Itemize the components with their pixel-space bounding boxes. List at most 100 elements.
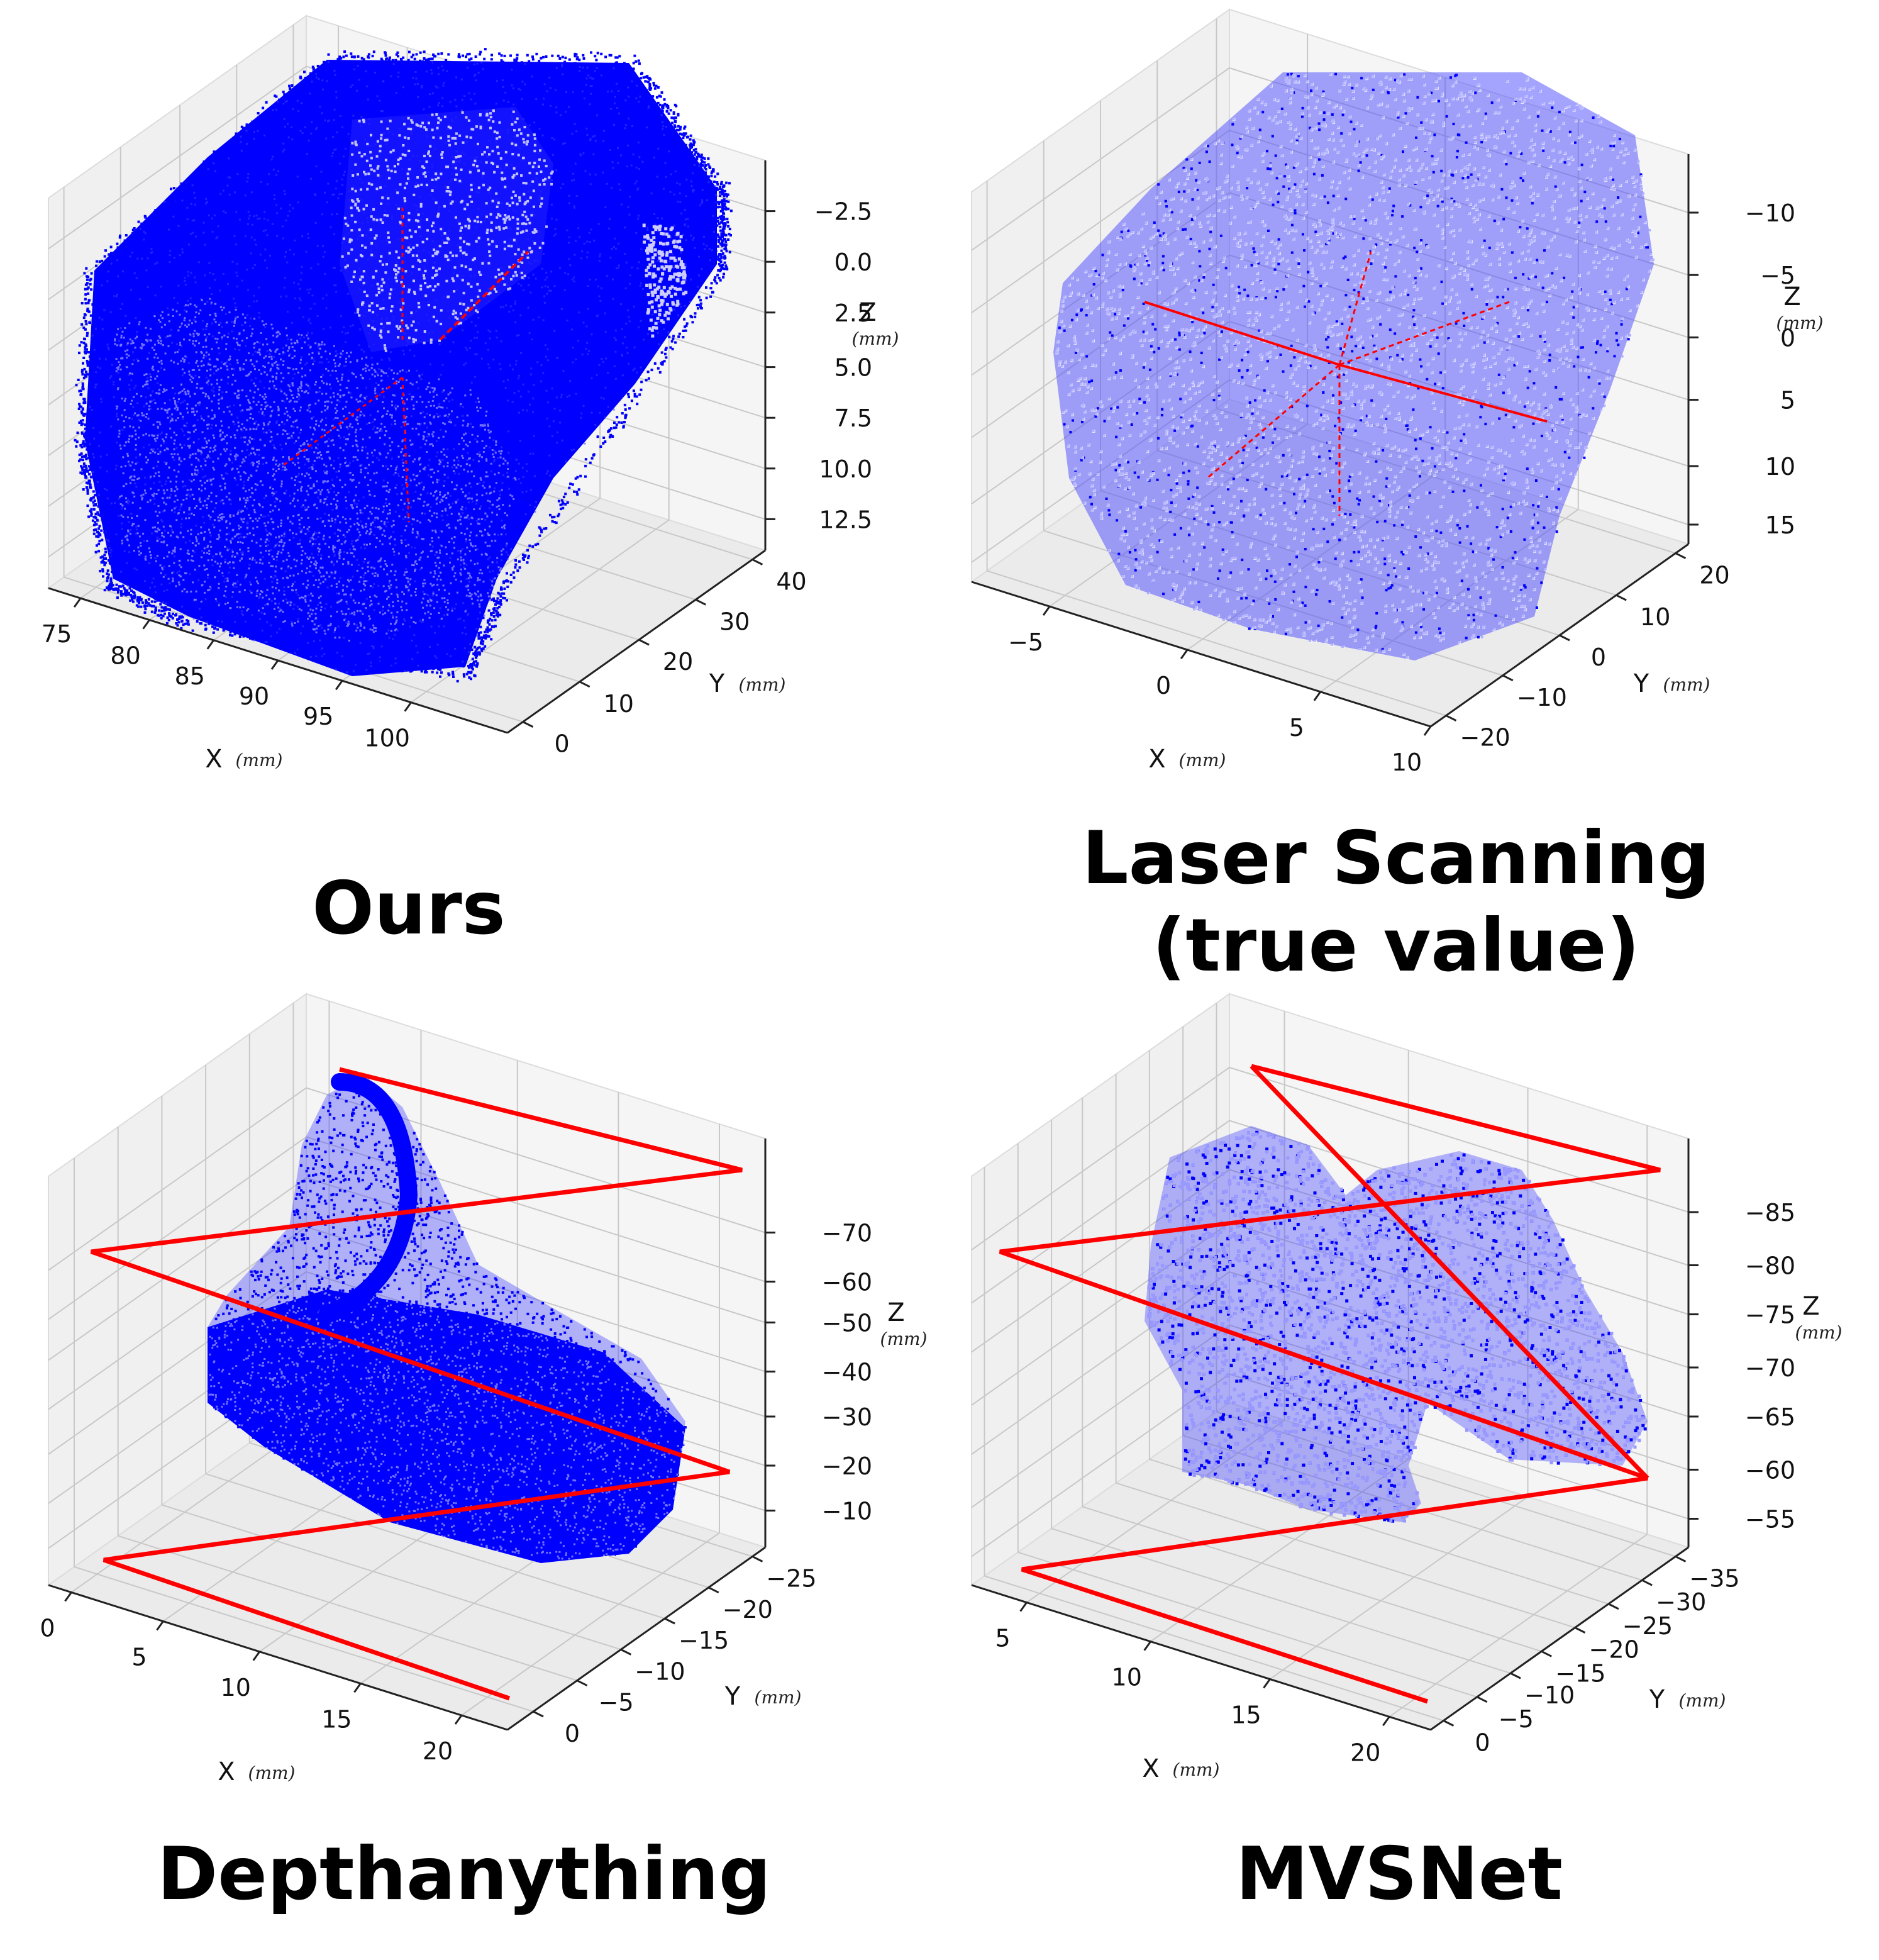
z-tick-label: −55 bbox=[1745, 1506, 1795, 1534]
y-tick-mark bbox=[533, 1710, 544, 1718]
frame-laser-z bbox=[1338, 251, 1372, 365]
z-tick-label: −30 bbox=[822, 1403, 872, 1431]
y-tick-mark bbox=[708, 1586, 719, 1594]
caption-ours: Ours bbox=[312, 866, 506, 951]
y-tick-label: −30 bbox=[1656, 1588, 1706, 1616]
x-tick-mark bbox=[1143, 1640, 1151, 1651]
y-axis-label-1-unit: (mm) bbox=[1663, 674, 1710, 695]
grid-z-back bbox=[1229, 1271, 1689, 1417]
x-tick-label: 10 bbox=[1112, 1664, 1142, 1691]
x-tick-mark bbox=[404, 701, 412, 712]
grid-z-back bbox=[1229, 1222, 1689, 1368]
y-axis-label-2-unit: (mm) bbox=[755, 1687, 802, 1708]
grid-z-wall bbox=[971, 67, 1230, 251]
x-tick-mark bbox=[206, 639, 215, 650]
z-tick-label: 5 bbox=[1780, 387, 1795, 415]
x-tick-mark bbox=[353, 1683, 362, 1693]
x-axis-line-3 bbox=[971, 1584, 1431, 1731]
z-tick-label: 2.5 bbox=[834, 299, 872, 327]
caption-laser-line-2: (true value) bbox=[1152, 903, 1640, 989]
grid-y-floor bbox=[118, 1535, 578, 1681]
grid-x-floor bbox=[1388, 1534, 1648, 1718]
y-tick-label: −35 bbox=[1689, 1565, 1739, 1593]
cloud-depth-loop bbox=[318, 1073, 418, 1323]
x-tick-label: 5 bbox=[995, 1625, 1011, 1652]
grid-y-floor bbox=[1116, 1482, 1575, 1629]
y-tick-label: −5 bbox=[1499, 1705, 1534, 1733]
frame-mvs-zigzag bbox=[999, 1064, 1661, 1704]
cloud-ours-cavity bbox=[340, 107, 553, 352]
x-tick-mark bbox=[1019, 1601, 1028, 1612]
y-tick-mark bbox=[1510, 1672, 1521, 1679]
y-tick-label: 10 bbox=[1640, 603, 1670, 631]
grid-z-wall bbox=[48, 1136, 307, 1320]
y-tick-label: −25 bbox=[766, 1565, 816, 1593]
y-tick-mark bbox=[638, 638, 650, 646]
x-axis-label-2-unit: (mm) bbox=[248, 1762, 296, 1783]
y-tick-label: −10 bbox=[1517, 684, 1567, 711]
z-axis-unit-0: (mm) bbox=[852, 328, 899, 349]
x-tick-mark bbox=[142, 619, 150, 630]
grid-z-back bbox=[306, 1177, 766, 1323]
y-tick-mark bbox=[1574, 1627, 1586, 1634]
grid-z-wall bbox=[48, 1177, 307, 1361]
y-tick-mark bbox=[620, 1649, 632, 1656]
y-tick-label: −15 bbox=[1555, 1659, 1605, 1687]
frame-ours-y bbox=[401, 377, 410, 523]
z-tick-label: −2.5 bbox=[814, 198, 872, 226]
x-tick-mark bbox=[270, 660, 279, 670]
grid-z-back bbox=[306, 1136, 766, 1283]
y-tick-mark bbox=[577, 1679, 588, 1687]
y-tick-mark bbox=[1445, 715, 1457, 721]
z-tick-label: 0 bbox=[1780, 324, 1795, 352]
x-tick-label: 20 bbox=[1350, 1739, 1380, 1766]
grid-y-floor bbox=[1149, 1458, 1609, 1605]
grid-y-floor bbox=[1082, 1506, 1542, 1652]
y-tick-label: −20 bbox=[1460, 724, 1510, 752]
grid-z-back bbox=[1229, 1067, 1689, 1213]
y-tick-label: −5 bbox=[599, 1689, 634, 1717]
y-tick-label: −20 bbox=[723, 1596, 773, 1623]
x-tick-label: 20 bbox=[423, 1737, 453, 1765]
y-axis-label-0-unit: (mm) bbox=[739, 674, 786, 695]
x-axis-label-0: X bbox=[205, 745, 222, 774]
y-tick-mark bbox=[1616, 594, 1627, 601]
x-tick-mark bbox=[1313, 691, 1322, 701]
y-tick-mark bbox=[1541, 1650, 1552, 1657]
y-tick-mark bbox=[1559, 634, 1570, 642]
x-tick-label: 10 bbox=[221, 1674, 251, 1701]
z-tick-label: 10 bbox=[1765, 453, 1795, 481]
y-tick-label: 20 bbox=[663, 648, 693, 676]
grid-x-floor bbox=[411, 519, 670, 703]
z-tick-label: 0.0 bbox=[834, 248, 872, 276]
x-tick-label: 75 bbox=[42, 620, 72, 648]
grid-x-floor bbox=[461, 1532, 720, 1716]
y-tick-mark bbox=[1443, 1720, 1455, 1727]
frame-ours-diag bbox=[439, 250, 529, 341]
z-axis-label-2: Z bbox=[887, 1298, 904, 1327]
y-axis-label-0: Y bbox=[709, 669, 725, 698]
grid-z-wall bbox=[971, 1222, 1230, 1406]
z-tick-label: 5.0 bbox=[834, 354, 872, 382]
x-tick-mark bbox=[454, 1715, 463, 1725]
y-tick-label: −25 bbox=[1622, 1612, 1673, 1640]
y-tick-mark bbox=[751, 559, 763, 565]
y-tick-label: 0 bbox=[1475, 1729, 1490, 1757]
z-tick-label: 7.5 bbox=[834, 404, 872, 432]
z-tick-label: −80 bbox=[1745, 1252, 1795, 1280]
z-tick-label: −50 bbox=[822, 1310, 872, 1337]
x-tick-label: 80 bbox=[110, 642, 140, 670]
caption-mvsnet: MVSNet bbox=[1236, 1832, 1563, 1917]
grid-z-wall bbox=[971, 1373, 1230, 1557]
x-tick-label: 15 bbox=[321, 1705, 352, 1733]
y-tick-mark bbox=[1675, 1556, 1687, 1562]
y-axis-label-1: Y bbox=[1633, 669, 1649, 698]
y-tick-mark bbox=[522, 721, 534, 728]
x-tick-label: 5 bbox=[1289, 714, 1304, 742]
caption-depthanything: Depthanything bbox=[157, 1832, 771, 1917]
y-tick-label: −20 bbox=[1588, 1636, 1639, 1664]
z-tick-label: −70 bbox=[1745, 1354, 1795, 1382]
grid-z-wall bbox=[48, 1087, 307, 1271]
